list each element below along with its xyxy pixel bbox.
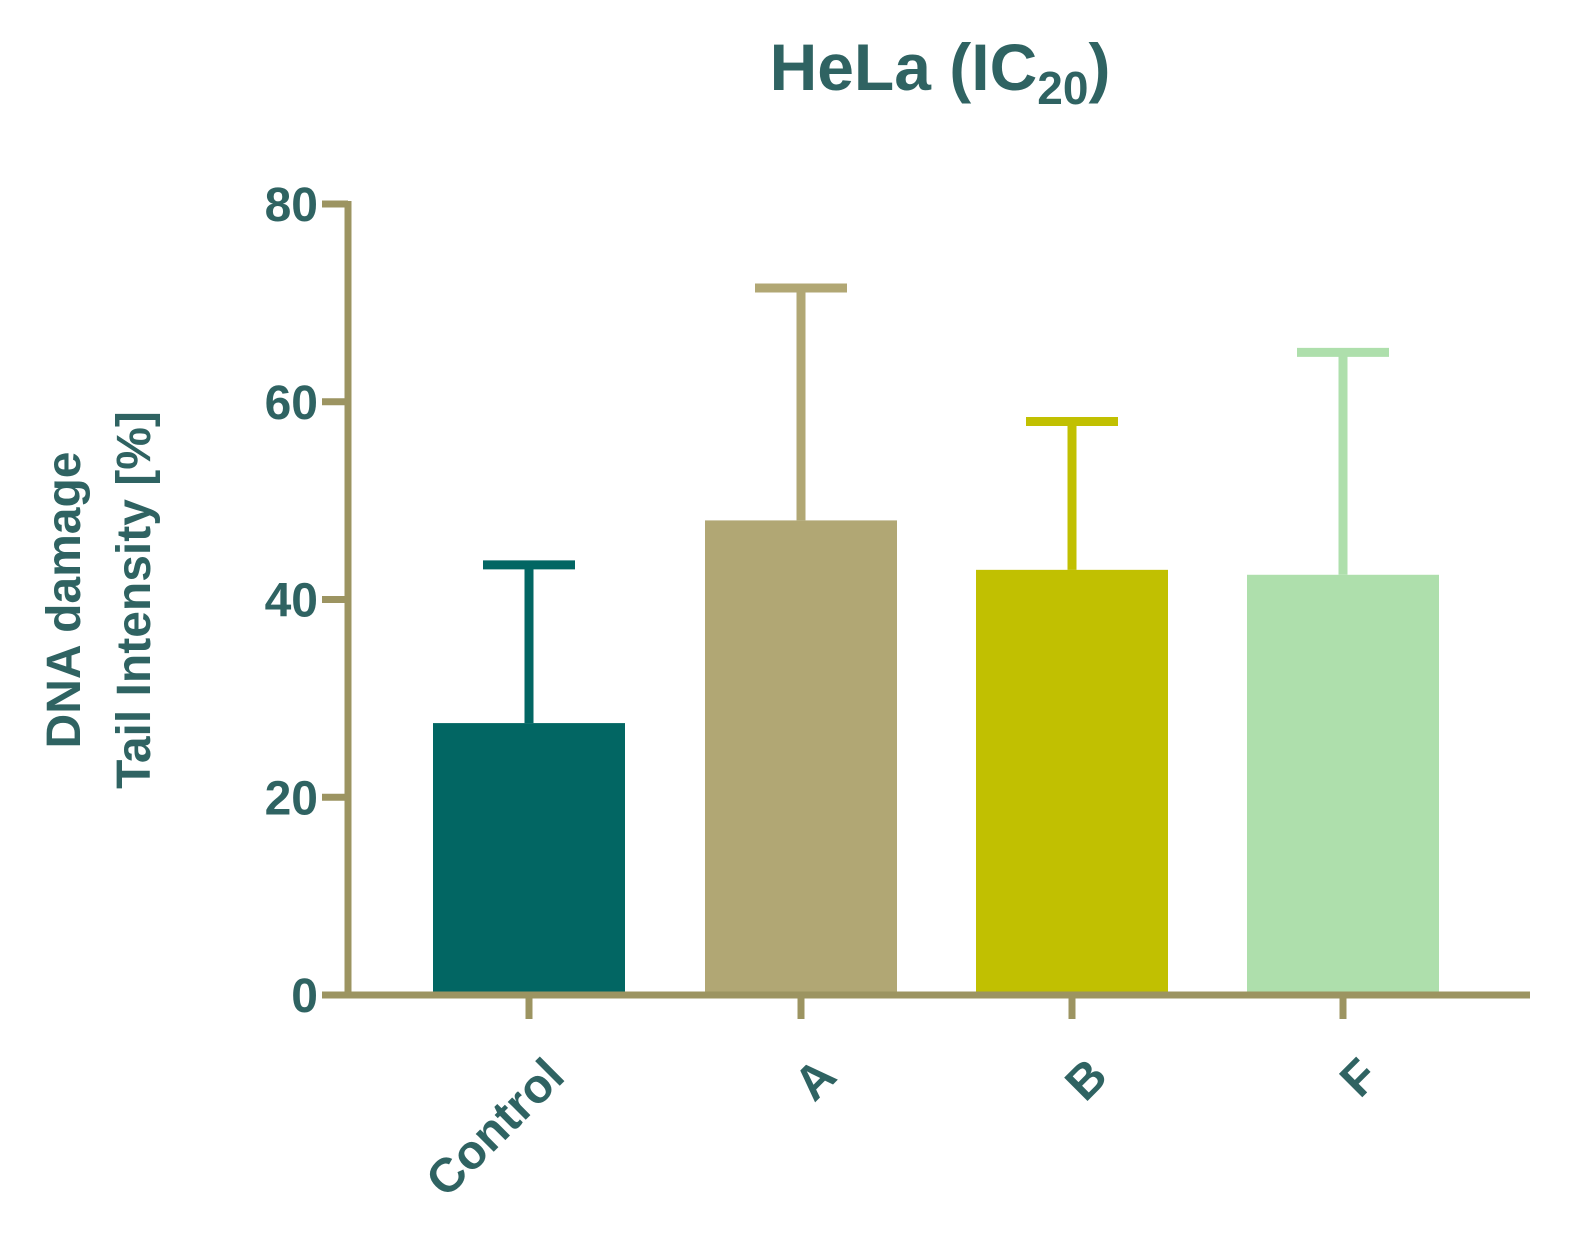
y-tick-label-40: 40: [265, 575, 318, 628]
x-tick-label-b: B: [1056, 1049, 1118, 1111]
x-tick-label-f: F: [1330, 1049, 1388, 1107]
chart-title-subscript: 20: [1037, 62, 1088, 114]
chart-title-main: HeLa (IC: [770, 30, 1038, 104]
bar-a: [705, 520, 897, 995]
plot-area: 0 20 40 60 80 Control A B F: [265, 179, 1530, 1207]
y-axis-label-line2: Tail Intensity [%]: [108, 411, 161, 789]
y-tick-label-0: 0: [291, 970, 318, 1023]
bar-b: [976, 569, 1168, 995]
y-tick-label-60: 60: [265, 377, 318, 430]
y-tick-label-20: 20: [265, 772, 318, 825]
y-axis-label: DNA damage Tail Intensity [%]: [38, 411, 161, 789]
x-tick-label-control: Control: [416, 1049, 574, 1207]
chart-title-suffix: ): [1088, 30, 1110, 104]
y-axis-label-line1: DNA damage: [38, 452, 91, 749]
y-tick-label-80: 80: [265, 179, 318, 232]
bar-f: [1247, 574, 1439, 995]
bar-control: [433, 723, 625, 995]
chart-title: HeLa (IC20): [770, 30, 1111, 114]
x-tick-label-a: A: [785, 1049, 847, 1111]
